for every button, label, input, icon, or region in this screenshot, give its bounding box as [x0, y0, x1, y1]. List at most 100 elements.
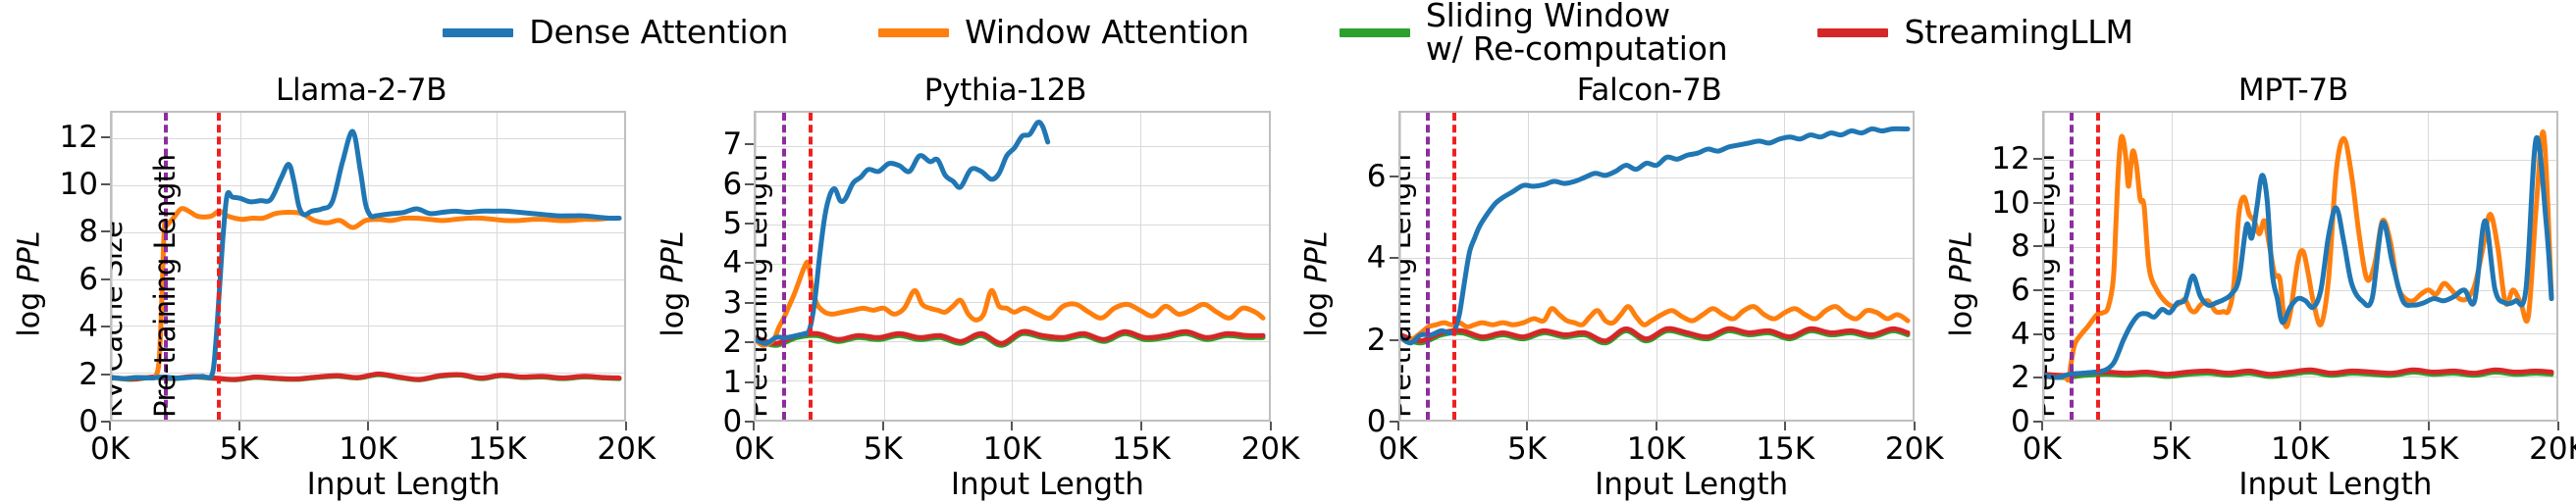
x-axis-tick-mark — [881, 422, 884, 430]
x-axis-tick-mark — [2298, 422, 2301, 430]
x-axis-label: Input Length — [2042, 467, 2558, 502]
subplot-title: Pythia-12B — [644, 73, 1288, 108]
y-axis-label: log PPL — [8, 65, 51, 503]
x-axis-tick-label: 15K — [467, 431, 527, 467]
legend-label: Sliding Window w/ Re-computation — [1425, 0, 1728, 68]
x-axis-tick-mark — [237, 422, 240, 430]
y-axis-tick-mark — [1389, 338, 1398, 341]
x-axis-label: Input Length — [110, 467, 626, 502]
subplot-pythia-12b: Pythia-12B log PPL KV Cache SizePre-traini… — [644, 65, 1300, 503]
legend-label: StreamingLLM — [1904, 12, 2133, 51]
x-axis-tick-label: 15K — [1112, 431, 1171, 467]
x-axis-tick-label: 20K — [1884, 431, 1944, 467]
y-axis-tick-label: 7 — [722, 126, 743, 163]
subplot-falcon-7b: Falcon-7B log PPL KV Cache SizePre-trainin… — [1288, 65, 1944, 503]
subplot-row: Llama-2-7B log PPL KV Cache Size Pre-traini… — [0, 65, 2576, 503]
y-axis-tick-label: 0 — [1366, 404, 1387, 439]
y-axis-tick-mark — [1389, 257, 1398, 260]
x-axis-tick-mark — [1913, 422, 1916, 430]
y-axis-tick-label: 1 — [722, 364, 743, 400]
x-axis-tick-mark — [1784, 422, 1787, 430]
x-axis-tick-label: 10K — [982, 431, 1042, 467]
gridline-vertical — [2556, 113, 2557, 420]
legend-item-sliding-window-recomputation[interactable]: Sliding Window w/ Re-computation — [1339, 0, 1728, 68]
subplot-title-text: MPT-7B — [2237, 73, 2348, 108]
x-axis-tick-label: 20K — [2529, 431, 2576, 467]
y-axis-tick-label: 8 — [2011, 228, 2030, 265]
y-axis-tick-label: 4 — [2011, 316, 2030, 352]
y-axis-tick-label: 10 — [59, 167, 98, 202]
x-axis-tick-label: 20K — [1240, 431, 1300, 467]
x-axis-label: Input Length — [754, 467, 1270, 502]
x-axis-tick-label: 5K — [2151, 431, 2191, 467]
gridline-vertical — [1269, 113, 1270, 420]
y-axis-tick-mark — [2032, 158, 2042, 161]
chart-legend: Dense Attention Window Attention Sliding W… — [0, 0, 2576, 68]
y-axis-tick-label: 10 — [1991, 184, 2030, 221]
x-axis-tick-mark — [1396, 422, 1399, 430]
y-axis-tick-label: 0 — [79, 404, 98, 439]
y-axis-tick-label: 3 — [722, 284, 743, 321]
gridline-vertical — [1528, 113, 1530, 420]
y-axis-tick-mark — [745, 380, 755, 383]
marker-line-pre-training-length — [2096, 113, 2101, 420]
x-axis-tick-mark — [2557, 422, 2559, 430]
marker-line-kv-cache-size — [2070, 113, 2075, 420]
series-layer — [756, 113, 1268, 420]
marker-label-pre-training-length: Pre-training Length — [2041, 154, 2062, 418]
series-line-window-attention — [1400, 307, 1908, 342]
gridline-vertical — [1012, 113, 1014, 420]
legend-item-dense-attention[interactable]: Dense Attention — [443, 12, 789, 51]
y-axis-tick-mark — [101, 230, 110, 233]
y-axis-tick-mark — [101, 135, 110, 138]
marker-label-pre-training-length: Pre-training Length — [754, 154, 773, 418]
y-axis-tick-label: 4 — [79, 309, 98, 345]
y-axis-tick-mark — [101, 373, 110, 376]
legend-label: Window Attention — [965, 12, 1249, 51]
marker-line-kv-cache-size — [781, 113, 786, 420]
y-axis-tick-label: 12 — [1991, 141, 2030, 177]
series-line-streamingllm — [1400, 328, 1908, 341]
y-axis-tick-label: 6 — [2011, 273, 2030, 309]
y-axis-tick-mark — [745, 262, 755, 265]
x-axis-tick-label: 0K — [734, 431, 774, 467]
legend-item-window-attention[interactable]: Window Attention — [878, 12, 1249, 51]
x-axis-tick-label: 15K — [1756, 431, 1815, 467]
marker-label-pre-training-length: Pre-training Length — [1397, 154, 1417, 418]
x-axis-tick-label: 20K — [597, 431, 657, 467]
series-line-streamingllm — [756, 331, 1263, 343]
x-axis-tick-mark — [496, 422, 499, 430]
y-axis-tick-mark — [2032, 245, 2042, 248]
y-axis-tick-mark — [745, 182, 755, 185]
y-axis-tick-label: 0 — [722, 404, 743, 439]
y-axis-label-text: log PPL — [1944, 230, 1979, 337]
x-axis-tick-label: 15K — [2399, 431, 2459, 467]
marker-label-pre-training-length: Pre-training Length — [147, 154, 182, 418]
x-axis-label-text: Input Length — [1595, 467, 1789, 502]
x-axis-tick-mark — [1139, 422, 1142, 430]
gridline-vertical — [883, 113, 885, 420]
subplot-llama-2-7b: Llama-2-7B log PPL KV Cache Size Pre-traini… — [0, 65, 657, 503]
gridline-vertical — [1139, 113, 1141, 420]
y-axis-label-text: log PPL — [656, 230, 691, 337]
y-axis-tick-label: 12 — [59, 119, 98, 155]
legend-item-streamingllm[interactable]: StreamingLLM — [1817, 12, 2133, 51]
legend-swatch-dense-attention-icon — [443, 27, 514, 37]
y-axis-tick-mark — [2032, 421, 2042, 423]
y-axis-tick-label: 6 — [1366, 158, 1387, 194]
y-axis-tick-label: 6 — [79, 261, 98, 297]
x-axis-tick-label: 10K — [339, 431, 398, 467]
gridline-horizontal — [112, 420, 624, 421]
x-axis-tick-mark — [2428, 422, 2431, 430]
y-axis-tick-mark — [1389, 175, 1398, 177]
series-layer — [112, 113, 624, 420]
legend-label: Dense Attention — [529, 12, 789, 51]
x-axis-tick-mark — [109, 422, 111, 430]
marker-label-kv-cache-size: KV Cache Size — [110, 221, 130, 418]
y-axis-tick-mark — [2032, 332, 2042, 335]
series-layer — [1400, 113, 1913, 420]
